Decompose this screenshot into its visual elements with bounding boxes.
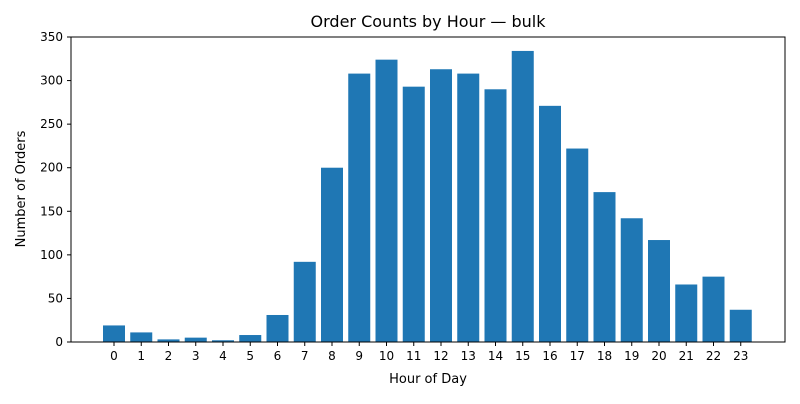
x-tick-label: 22 [706, 349, 721, 363]
y-tick-label: 300 [40, 74, 63, 88]
x-tick-label: 16 [542, 349, 557, 363]
y-tick-label: 350 [40, 30, 63, 44]
bar-hour-5 [239, 335, 262, 342]
x-tick-label: 0 [110, 349, 118, 363]
x-tick-label: 10 [379, 349, 394, 363]
bar-hour-4 [212, 340, 234, 342]
x-axis: 0 1 2 3 4 5 6 7 8 9 10 11 12 13 14 15 16 17 18 19 20 21 22 23 [110, 342, 748, 363]
x-tick-label: 20 [651, 349, 666, 363]
bar-hour-20 [648, 240, 670, 342]
y-tick-label: 150 [40, 204, 63, 218]
bar-hour-13 [457, 73, 480, 342]
plot-frame [70, 36, 786, 343]
x-tick-label: 12 [433, 349, 448, 363]
y-tick-label: 0 [55, 335, 63, 349]
y-axis-label: Number of Orders [14, 130, 29, 247]
x-tick-label: 19 [624, 349, 639, 363]
y-tick-label: 250 [40, 117, 63, 131]
bar-hour-15 [511, 50, 534, 342]
bar-hour-7 [293, 261, 316, 342]
x-tick-label: 7 [301, 349, 309, 363]
bar-hour-10 [375, 59, 398, 342]
bar-hour-12 [430, 69, 452, 343]
bar-hour-14 [484, 89, 507, 342]
x-tick-label: 6 [274, 349, 282, 363]
x-axis-label: Hour of Day [389, 372, 467, 387]
bar-hour-16 [539, 105, 561, 342]
x-tick-label: 18 [597, 349, 612, 363]
bars-group [103, 50, 752, 343]
bar-hour-23 [729, 309, 752, 342]
bar-hour-3 [184, 337, 207, 342]
bar-hour-11 [402, 86, 425, 342]
bar-hour-9 [348, 73, 371, 342]
bar-hour-8 [321, 167, 343, 342]
x-tick-label: 21 [679, 349, 694, 363]
x-tick-label: 9 [355, 349, 363, 363]
bar-hour-17 [566, 148, 589, 342]
x-tick-label: 8 [328, 349, 336, 363]
x-tick-label: 17 [570, 349, 585, 363]
x-tick-label: 1 [137, 349, 145, 363]
bar-hour-1 [130, 332, 153, 342]
bar-hour-0 [103, 325, 125, 342]
y-tick-label: 200 [40, 161, 63, 175]
bar-hour-21 [675, 284, 698, 342]
bar-hour-19 [620, 218, 643, 342]
x-tick-label: 5 [246, 349, 254, 363]
bar-hour-6 [266, 314, 289, 342]
x-tick-label: 2 [165, 349, 173, 363]
bar-hour-18 [593, 192, 616, 342]
x-tick-label: 11 [406, 349, 421, 363]
bar-hour-22 [702, 276, 725, 342]
bar-hour-2 [157, 339, 180, 342]
y-tick-label: 100 [40, 248, 63, 262]
x-tick-label: 13 [461, 349, 476, 363]
x-tick-label: 4 [219, 349, 227, 363]
x-tick-label: 15 [515, 349, 530, 363]
x-tick-label: 3 [192, 349, 200, 363]
x-tick-label: 14 [488, 349, 503, 363]
x-tick-label: 23 [733, 349, 748, 363]
y-axis: 0 50 100 150 200 250 300 350 [40, 30, 71, 349]
y-tick-label: 50 [48, 291, 63, 305]
chart-title: Order Counts by Hour — bulk [311, 12, 547, 31]
